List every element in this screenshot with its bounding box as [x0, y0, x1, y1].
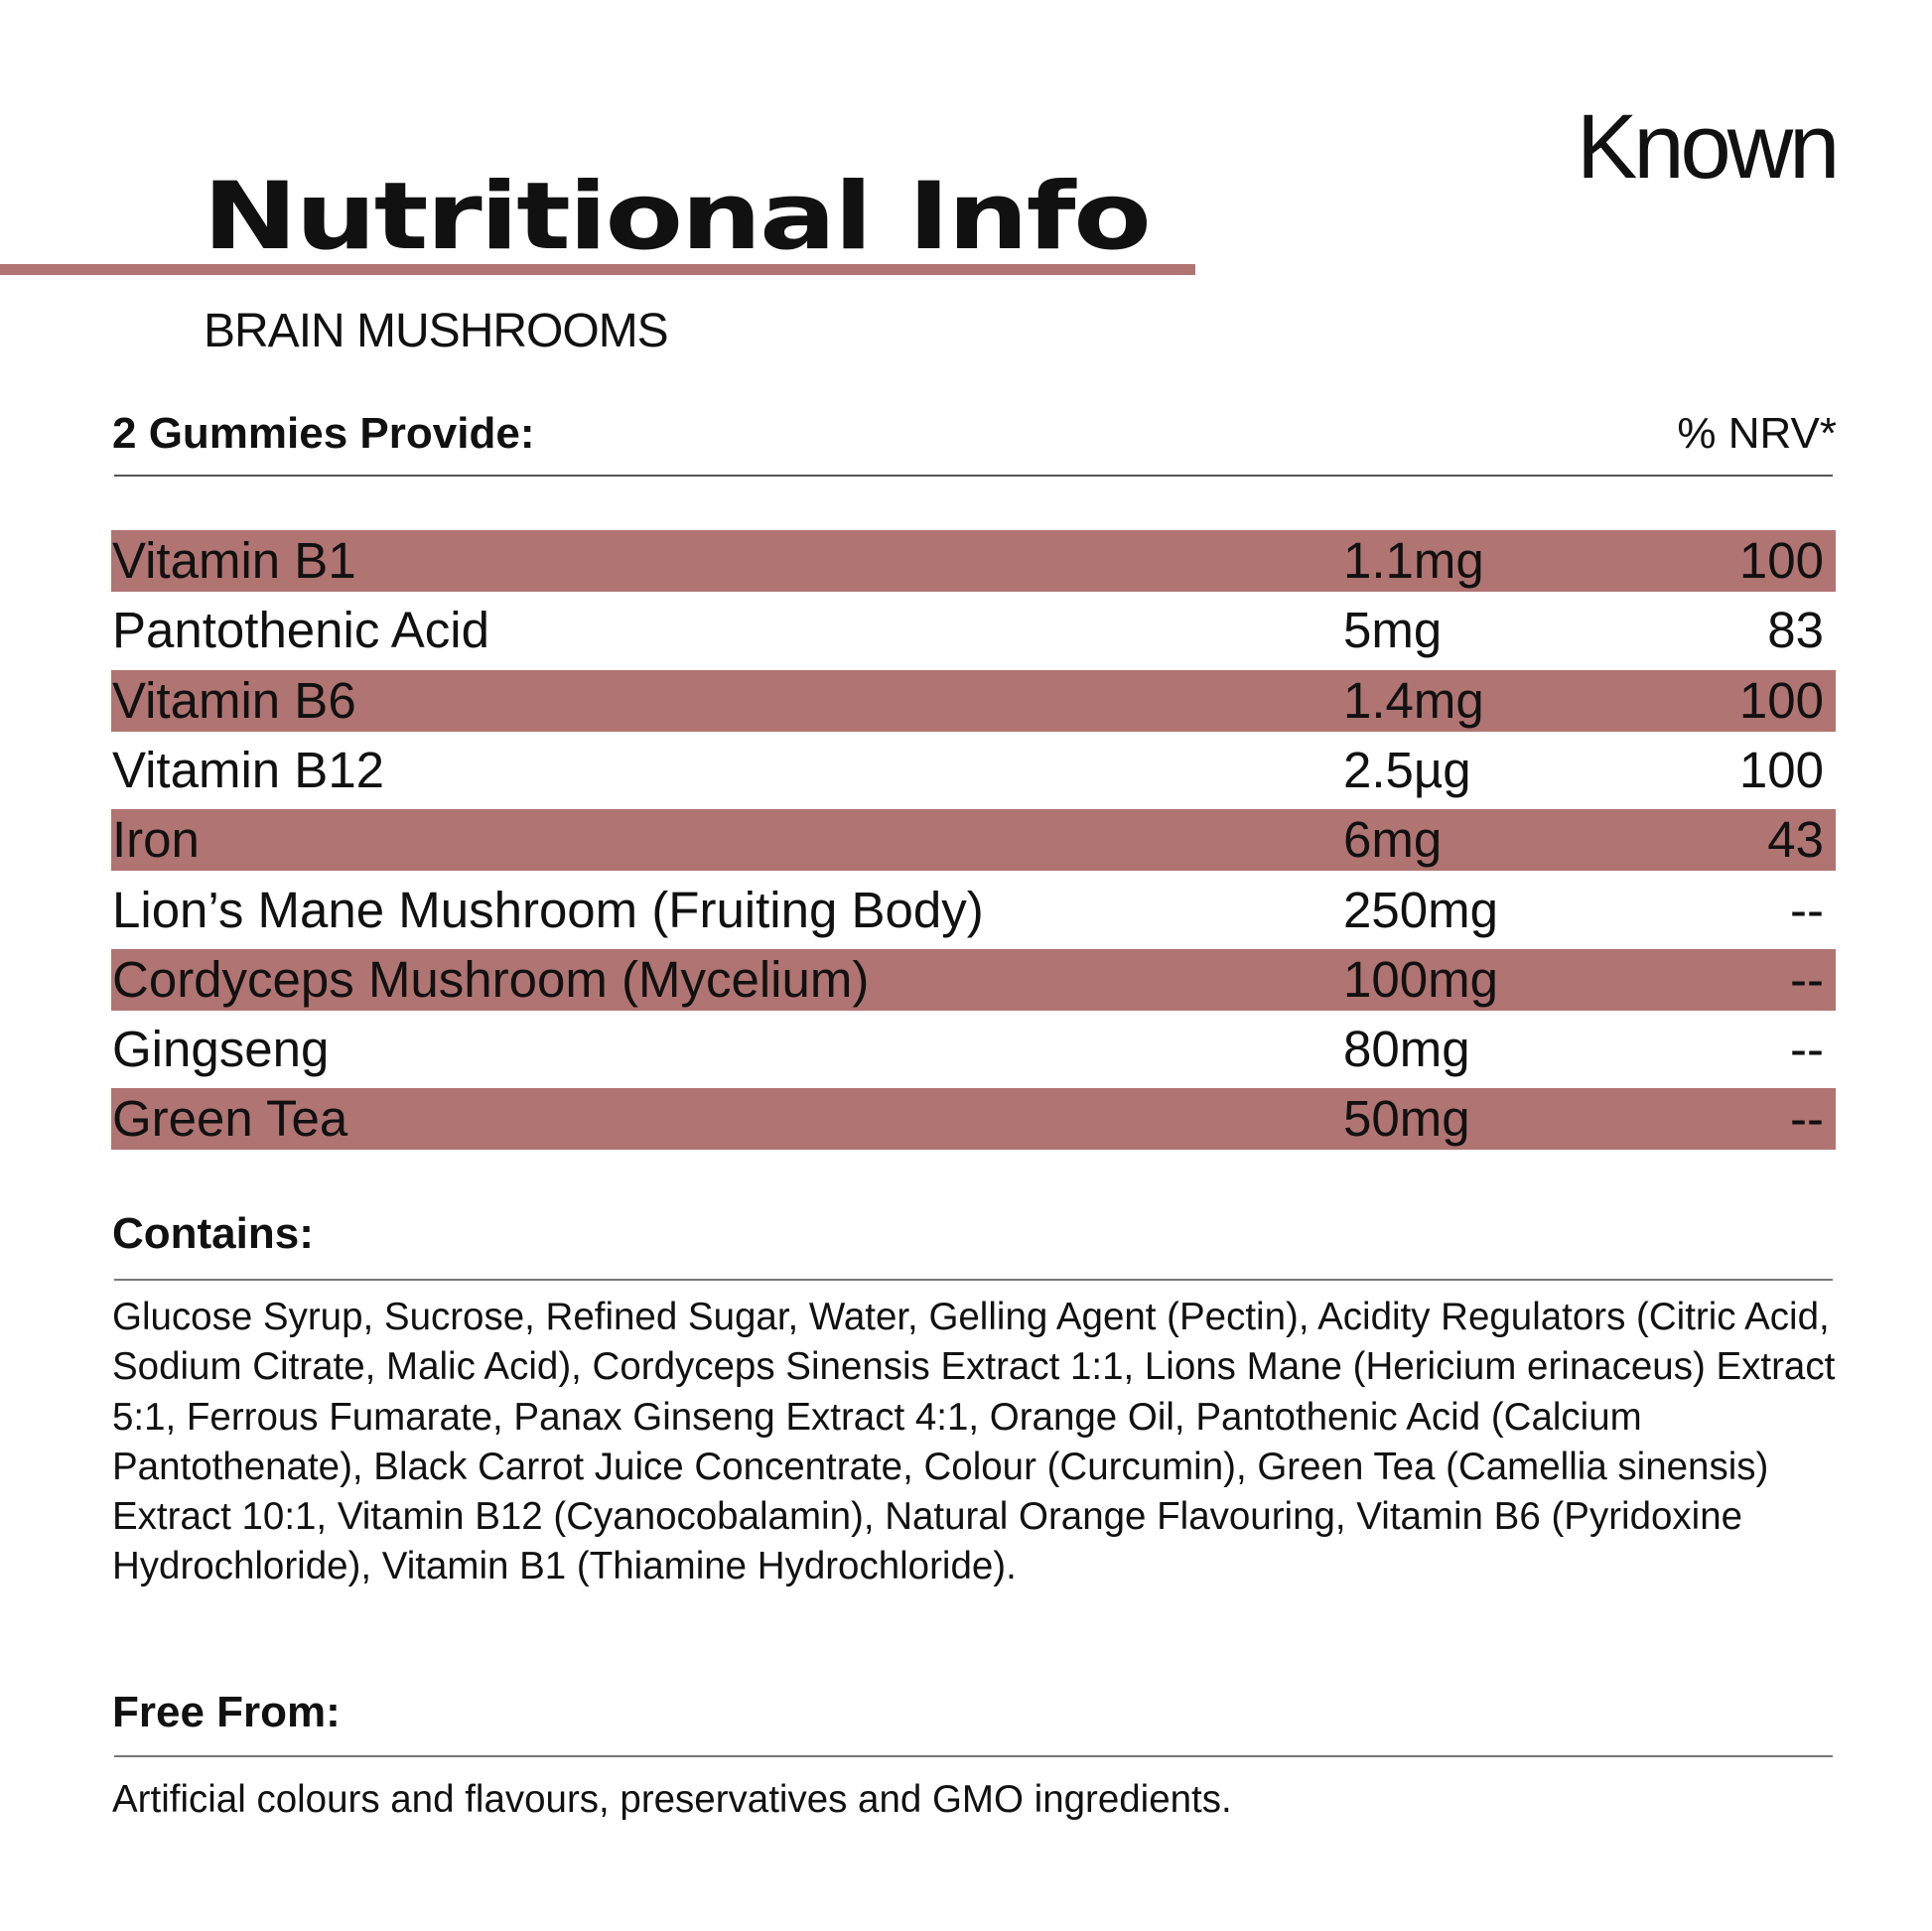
- nutrient-amount: 1.4mg: [1343, 671, 1484, 729]
- nutrient-nrv: 100: [1738, 671, 1824, 729]
- table-row: Iron 6mg 43: [111, 809, 1836, 872]
- nutrient-amount: 6mg: [1343, 811, 1443, 869]
- free-from-text: Artificial colours and flavours, preserv…: [112, 1778, 1232, 1821]
- nutrient-name: Pantothenic Acid: [112, 602, 489, 659]
- table-row: Vitamin B6 1.4mg 100: [111, 669, 1836, 732]
- table-row: Gingseng 80mg --: [111, 1019, 1836, 1080]
- page-title: Nutritional Info: [203, 163, 1152, 271]
- contains-heading: Contains:: [112, 1209, 314, 1258]
- nutrient-nrv: --: [1790, 1090, 1824, 1148]
- nutrient-nrv: 100: [1738, 532, 1824, 589]
- table-row: Green Tea 50mg --: [111, 1088, 1836, 1151]
- nutrient-amount: 2.5µg: [1343, 741, 1471, 798]
- nutrient-name: Iron: [112, 811, 200, 869]
- table-row: Cordyceps Mushroom (Mycelium) 100mg --: [111, 948, 1836, 1011]
- free-from-divider: [114, 1755, 1833, 1757]
- serving-header: 2 Gummies Provide:: [112, 409, 535, 458]
- nutrient-nrv: 100: [1738, 741, 1824, 798]
- brand-logo: Known: [1577, 96, 1840, 198]
- nutrient-nrv: --: [1790, 881, 1824, 938]
- free-from-heading: Free From:: [112, 1688, 341, 1736]
- nrv-header: % NRV*: [1677, 409, 1837, 458]
- product-subtitle: BRAIN MUSHROOMS: [204, 305, 669, 357]
- title-underline: [0, 264, 1195, 275]
- table-row: Vitamin B1 1.1mg 100: [111, 530, 1836, 592]
- nutrient-amount: 50mg: [1343, 1090, 1470, 1148]
- table-row: Pantothenic Acid 5mg 83: [111, 600, 1836, 661]
- nutrient-name: Vitamin B6: [112, 671, 356, 729]
- contains-text: Glucose Syrup, Sucrose, Refined Sugar, W…: [112, 1296, 1836, 1588]
- nutrient-name: Vitamin B12: [112, 741, 385, 798]
- nutrient-name: Cordyceps Mushroom (Mycelium): [112, 950, 870, 1008]
- table-row: Lion’s Mane Mushroom (Fruiting Body) 250m…: [111, 880, 1836, 941]
- table-row: Vitamin B12 2.5µg 100: [111, 740, 1836, 801]
- nutrient-nrv: 83: [1767, 602, 1824, 659]
- nutrient-name: Lion’s Mane Mushroom (Fruiting Body): [112, 881, 984, 938]
- nutrient-nrv: --: [1790, 1021, 1824, 1078]
- nutrient-amount: 5mg: [1343, 602, 1443, 659]
- header-divider: [114, 475, 1833, 477]
- nutrient-amount: 100mg: [1343, 950, 1498, 1008]
- nutrient-name: Green Tea: [112, 1090, 348, 1148]
- nutrient-name: Vitamin B1: [112, 532, 356, 589]
- nutrient-amount: 1.1mg: [1343, 532, 1484, 589]
- nutrient-nrv: 43: [1767, 811, 1824, 869]
- nutrient-name: Gingseng: [112, 1021, 330, 1078]
- contains-divider: [114, 1279, 1833, 1281]
- nutrient-nrv: --: [1790, 950, 1824, 1008]
- nutrient-amount: 250mg: [1343, 881, 1498, 938]
- nutrient-amount: 80mg: [1343, 1021, 1470, 1078]
